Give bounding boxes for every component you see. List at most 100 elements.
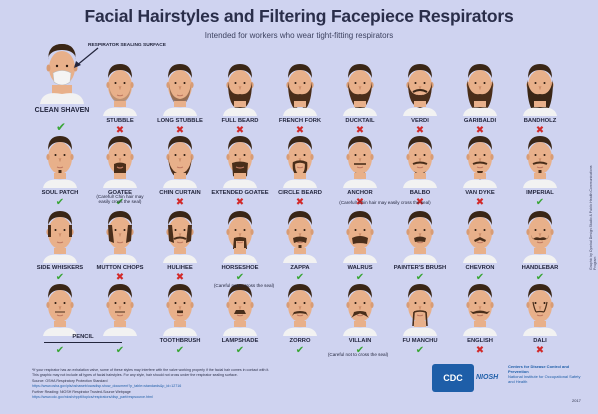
clean-shaven-face-icon <box>38 40 86 104</box>
verdi-face-icon <box>402 58 438 116</box>
hairstyle-card: CHIN CURTAIN ✖ <box>148 130 212 222</box>
year-label: 2017 <box>572 398 581 403</box>
villain-face-icon <box>342 278 378 336</box>
long-stubble-face-icon <box>162 58 198 116</box>
hairstyle-card: SIDE WHISKERS ✔ <box>28 205 92 297</box>
goatee-note: (Careful! Chin hair may easily cross the… <box>96 194 144 204</box>
pencil-face-icon <box>102 278 138 336</box>
cross-icon: ✖ <box>535 345 545 356</box>
hairstyle-label: HORSESHOE <box>221 265 259 271</box>
hairstyle-card: VERDI ✖ <box>388 58 452 150</box>
hairstyle-card: IMPERIAL ✔ <box>508 130 572 222</box>
circle-beard-face-icon <box>282 130 318 188</box>
check-icon: ✔ <box>55 197 65 208</box>
zappa-face-icon <box>282 205 318 263</box>
hairstyle-label: ANCHOR <box>347 190 373 196</box>
hairstyle-label: SOUL PATCH <box>41 190 79 196</box>
check-icon: ✔ <box>535 272 545 283</box>
check-icon: ✔ <box>355 272 365 283</box>
pencil-label: PENCIL <box>72 334 94 340</box>
hairstyle-label: MUTTON CHOPS <box>96 265 144 271</box>
hairstyle-card: ✔ <box>88 278 152 370</box>
cdc-org-name: Centers for Disease Control and Preventi… <box>508 364 570 374</box>
niosh-org-name: National Institute for Occupational Safe… <box>508 374 581 384</box>
hairstyle-card: DALI ✖ <box>508 278 572 370</box>
hairstyle-card: VAN DYKE ✖ <box>448 130 512 222</box>
hairstyle-label: DALI <box>533 338 547 344</box>
check-icon: ✔ <box>295 345 305 356</box>
anchor-balbo-note: (Careful! Chin hair may easily cross the… <box>339 200 431 205</box>
hairstyle-card: DUCKTAIL ✖ <box>328 58 392 150</box>
hairstyle-card: PAINTER'S BRUSH ✔ <box>388 205 452 297</box>
handlebar-face-icon <box>522 205 558 263</box>
hairstyle-label: FRENCH FORK <box>278 118 322 124</box>
cross-icon: ✖ <box>535 125 545 136</box>
hairstyle-label: ZAPPA <box>290 265 310 271</box>
hairstyle-card: GOATEE ✔ <box>88 130 152 222</box>
hairstyle-card: BALBO ✖ <box>388 130 452 222</box>
hairstyle-card: ZORRO ✔ <box>268 278 332 370</box>
hairstyle-card: CHEVRON ✔ <box>448 205 512 297</box>
footer-further-link[interactable]: https://www.cdc.gov/niosh/npptl/topics/r… <box>32 395 153 399</box>
hairstyle-card: EXTENDED GOATEE ✖ <box>208 130 272 222</box>
hairstyle-label: CHEVRON <box>465 265 495 271</box>
page-subtitle: Intended for workers who wear tight-fitt… <box>204 31 394 40</box>
hairstyle-card: FULL BEARD ✖ <box>208 58 272 150</box>
garibaldi-face-icon <box>462 58 498 116</box>
full-beard-face-icon <box>222 58 258 116</box>
hairstyle-label: TOOTHBRUSH <box>159 338 201 344</box>
hairstyle-label: BALBO <box>409 190 431 196</box>
french-fork-face-icon <box>282 58 318 116</box>
check-icon: ✔ <box>175 345 185 356</box>
hairstyle-card: TOOTHBRUSH ✔ <box>148 278 212 370</box>
hairstyle-label: GOATEE <box>107 190 133 196</box>
anchor-face-icon <box>342 130 378 188</box>
hairstyle-card: LONG STUBBLE ✖ <box>148 58 212 150</box>
villain-note: (Careful not to cross the seal) <box>327 352 389 357</box>
hairstyle-label: VILLAIN <box>348 338 372 344</box>
check-icon: ✔ <box>55 345 65 356</box>
hairstyle-card: HORSESHOE ✔ <box>208 205 272 297</box>
cross-icon: ✖ <box>355 125 365 136</box>
footer-note-2: This graphic may not include all types o… <box>32 373 238 377</box>
hulihee-face-icon <box>162 205 198 263</box>
footer-note-1: *If your respirator has an exhalation va… <box>32 368 270 372</box>
pencil-bracket <box>44 342 122 343</box>
stubble-face-icon <box>102 58 138 116</box>
hairstyle-label: BANDHOLZ <box>523 118 557 124</box>
hairstyle-label: ZORRO <box>289 338 311 344</box>
chevron-face-icon <box>462 205 498 263</box>
hairstyle-label: DUCKTAIL <box>345 118 375 124</box>
extended-goatee-face-icon <box>222 130 258 188</box>
cross-icon: ✖ <box>475 197 485 208</box>
cross-icon: ✖ <box>355 197 365 208</box>
balbo-face-icon <box>402 130 438 188</box>
check-icon: ✔ <box>295 272 305 283</box>
hairstyle-label: WALRUS <box>347 265 373 271</box>
bandholz-face-icon <box>522 58 558 116</box>
check-icon: ✔ <box>115 197 125 208</box>
hairstyle-label: LONG STUBBLE <box>157 118 203 124</box>
hairstyle-label: VAN DYKE <box>465 190 495 196</box>
hairstyle-label: FULL BEARD <box>221 118 259 124</box>
clean-shaven-label: CLEAN SHAVEN <box>34 107 90 114</box>
check-icon: ✔ <box>115 345 125 356</box>
side-credit: Graphic by Cymbal Design Studio & Public… <box>589 165 597 270</box>
footer-further: Further Reading: NIOSH Respirator Truste… <box>32 390 131 394</box>
hairstyle-card: FRENCH FORK ✖ <box>268 58 332 150</box>
van-dyke-face-icon <box>462 130 498 188</box>
hairstyle-card: LAMPSHADE ✔ <box>208 278 272 370</box>
hairstyle-card: WALRUS ✔ <box>328 205 392 297</box>
cross-icon: ✖ <box>235 125 245 136</box>
cdc-logo: CDC <box>432 364 474 392</box>
soul-patch-face-icon <box>42 130 78 188</box>
hairstyle-card: CIRCLE BEARD ✖ <box>268 130 332 222</box>
fu-manchu-face-icon <box>402 278 438 336</box>
footer-source-link[interactable]: https://www.osha.gov/pls/oshaweb/owadisp… <box>32 384 182 388</box>
check-icon: ✔ <box>56 120 67 134</box>
hairstyle-label: IMPERIAL <box>526 190 554 196</box>
cross-icon: ✖ <box>115 125 125 136</box>
check-icon: ✔ <box>355 345 365 356</box>
hairstyle-label: FU MANCHU <box>402 338 438 344</box>
horseshoe-note: (Careful not to cross the seal) <box>213 283 275 288</box>
